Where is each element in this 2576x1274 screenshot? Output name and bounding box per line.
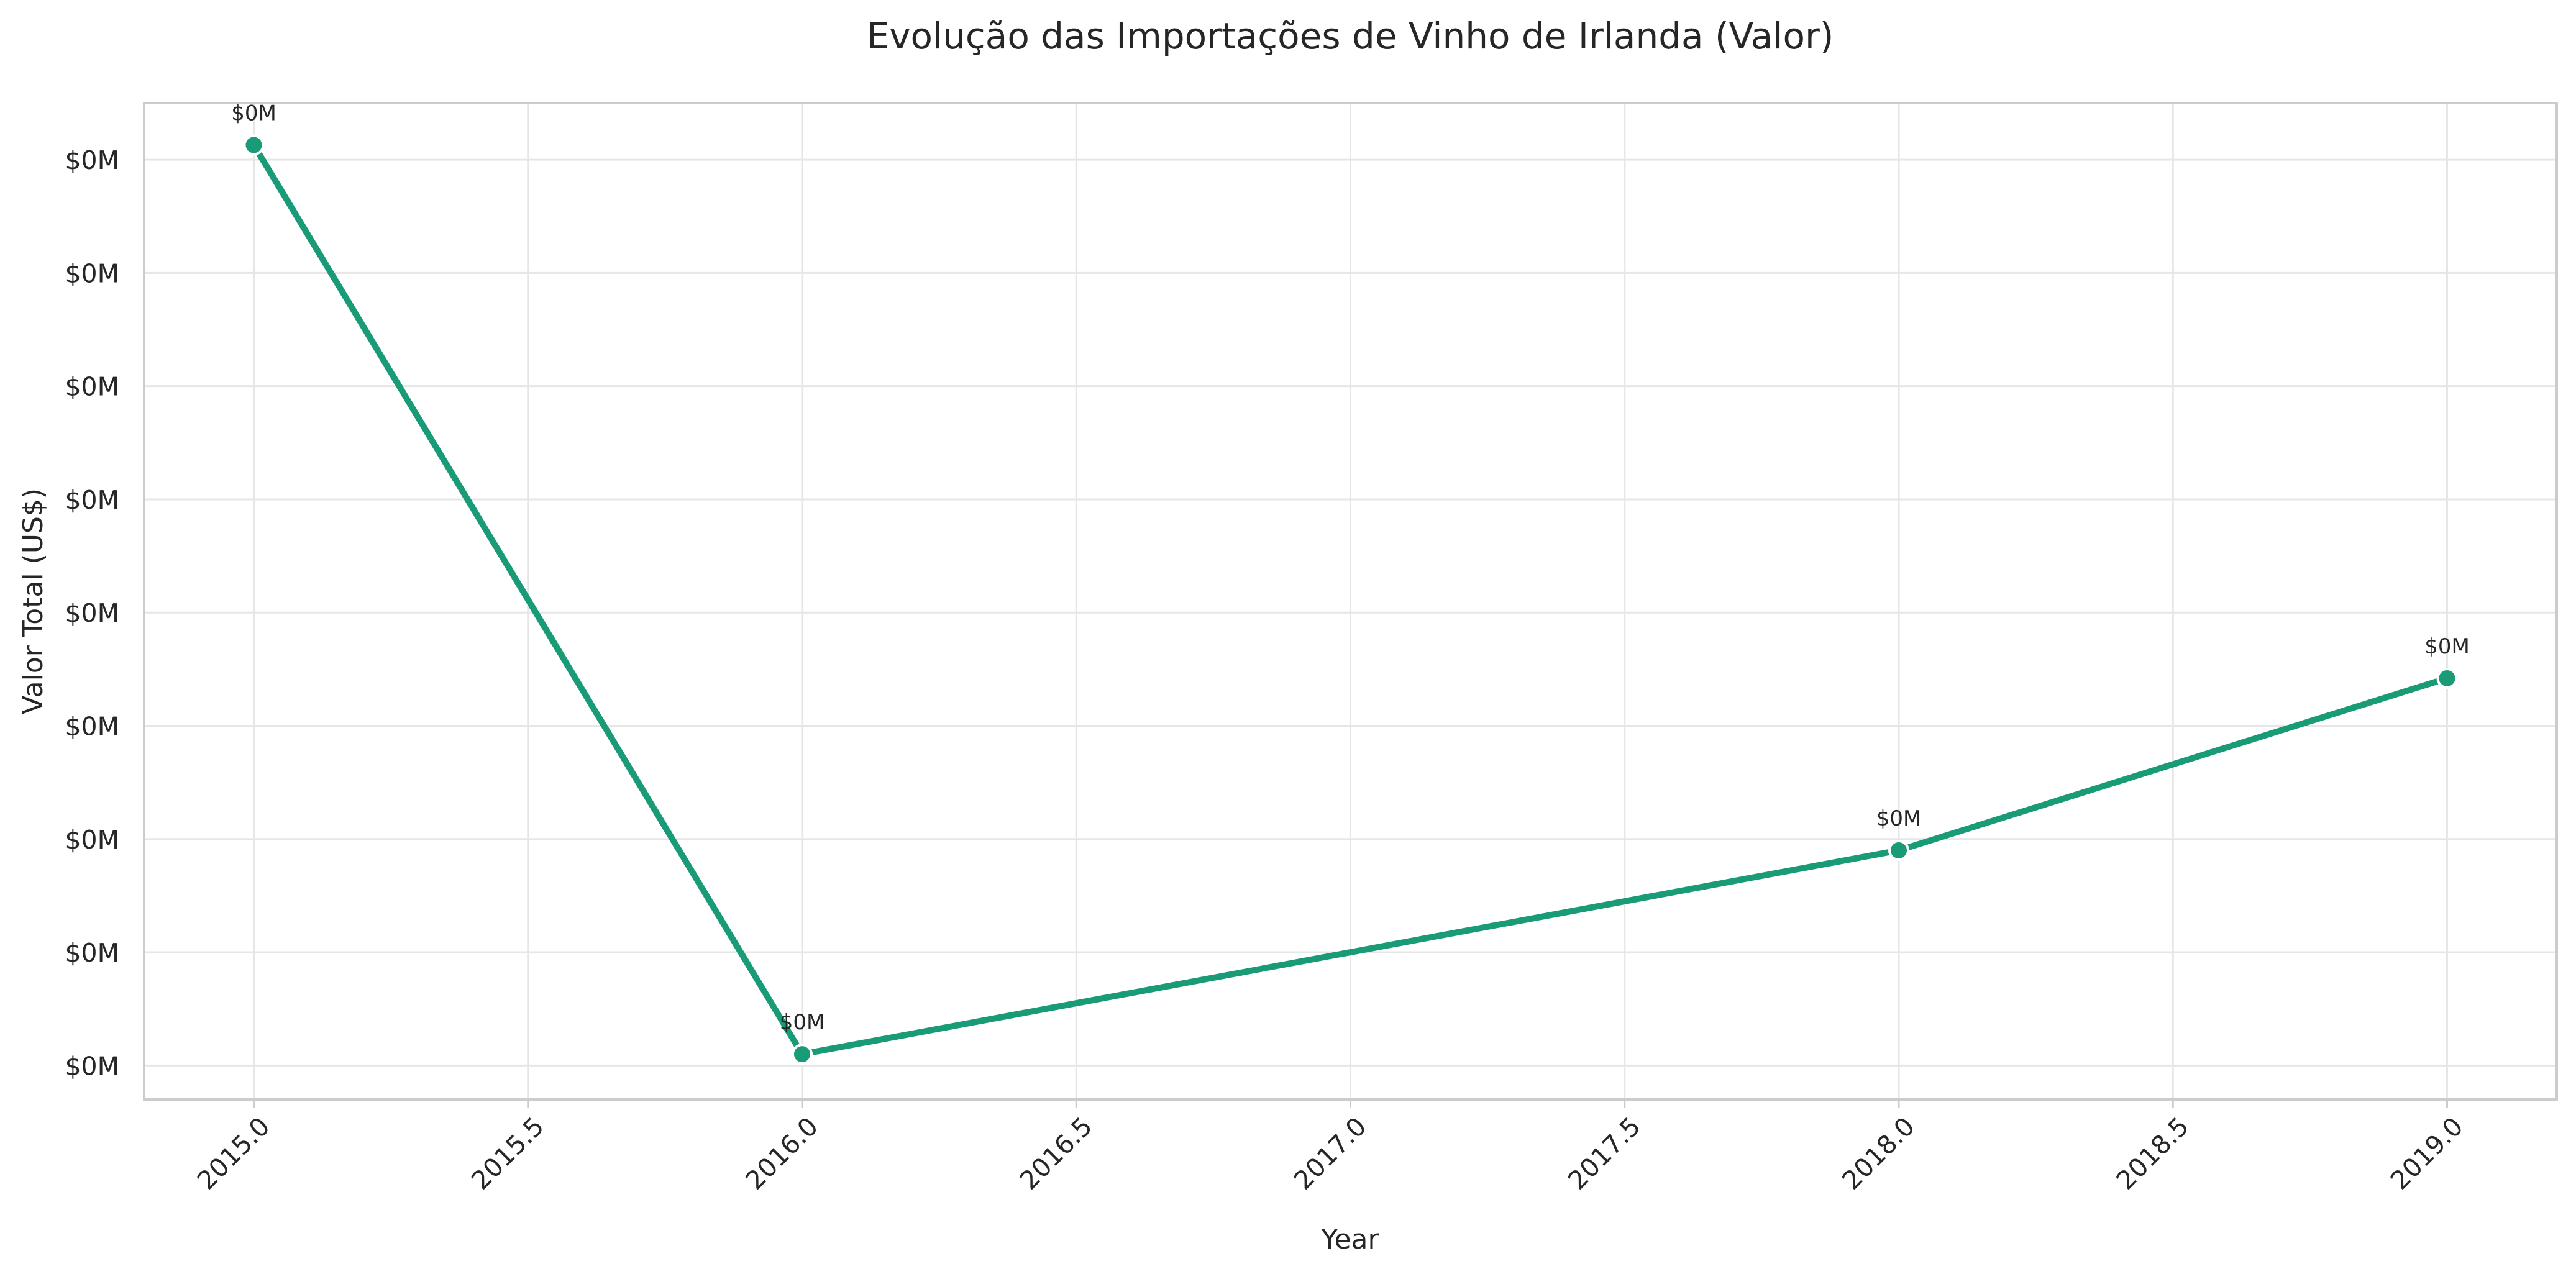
y-tick-label: $0M: [65, 145, 119, 175]
x-axis: 2015.0 2015.5 2016.0 2016.5 2017.0 2017.5 2018…: [191, 1099, 2469, 1196]
x-tick-label: 2019.0: [2385, 1111, 2469, 1195]
data-point: [1888, 840, 1909, 861]
y-tick-label: $0M: [65, 938, 119, 968]
series-line: [250, 142, 2450, 1058]
data-point: [792, 1044, 813, 1065]
y-tick-label: $0M: [65, 825, 119, 855]
x-axis-label: Year: [1320, 1224, 1379, 1255]
x-tick-label: 2016.0: [740, 1111, 824, 1195]
data-label: $0M: [780, 1010, 825, 1035]
y-tick-label: $0M: [65, 258, 119, 288]
data-label: $0M: [1876, 806, 1922, 831]
y-tick-label: $0M: [65, 485, 119, 515]
grid: [144, 103, 2557, 1099]
x-tick-label: 2016.5: [1014, 1111, 1098, 1195]
y-tick-label: $0M: [65, 1051, 119, 1081]
y-tick-label: $0M: [65, 712, 119, 742]
x-tick-label: 2018.5: [2111, 1111, 2195, 1195]
x-tick-label: 2017.0: [1288, 1111, 1372, 1195]
x-tick-label: 2017.5: [1562, 1111, 1646, 1195]
y-axis: $0M $0M $0M $0M $0M $0M $0M $0M $0M: [65, 145, 119, 1081]
y-tick-label: $0M: [65, 372, 119, 402]
y-axis-label: Valor Total (US$): [17, 488, 49, 714]
data-point: [243, 134, 265, 156]
series-layer: $0M $0M $0M $0M: [231, 101, 2470, 1065]
y-tick-label: $0M: [65, 598, 119, 628]
x-tick-label: 2018.0: [1837, 1111, 1921, 1195]
x-tick-label: 2015.0: [191, 1111, 275, 1195]
chart-title: Evolução das Importações de Vinho de Irl…: [867, 15, 1834, 57]
data-point: [2436, 667, 2458, 689]
x-tick-label: 2015.5: [465, 1111, 549, 1195]
data-label: $0M: [2424, 634, 2470, 659]
data-label: $0M: [231, 101, 276, 125]
